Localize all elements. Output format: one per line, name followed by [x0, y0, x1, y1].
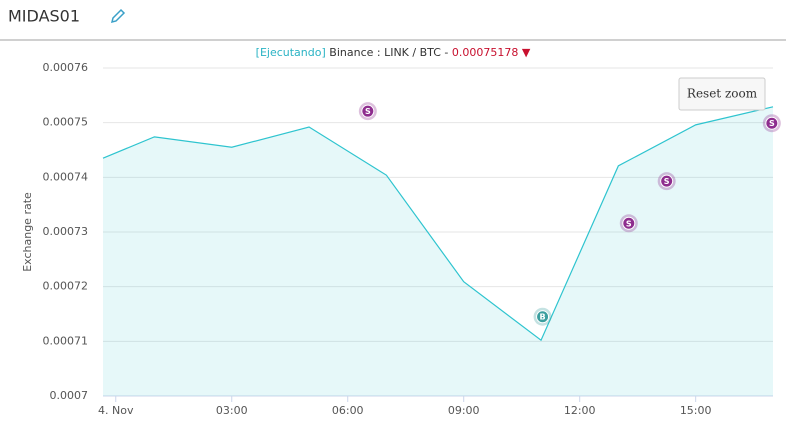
x-tick-label: 15:00	[680, 404, 712, 417]
trend: ▼	[522, 46, 531, 59]
trade-marker: B	[533, 307, 552, 326]
x-tick-label: 09:00	[448, 404, 480, 417]
area-fill	[103, 106, 773, 397]
marker-label: S	[769, 119, 775, 128]
trade-marker: S	[657, 172, 676, 191]
trade-marker: S	[762, 114, 781, 133]
marker-label: S	[626, 219, 632, 228]
reset-zoom-button[interactable]: Reset zoom	[678, 77, 766, 111]
y-tick-label: 0.00071	[43, 334, 89, 347]
trade-marker: S	[358, 102, 377, 121]
y-tick-label: 0.0007	[50, 389, 89, 402]
marker-label: S	[664, 177, 670, 186]
x-tick-label: 12:00	[564, 404, 596, 417]
y-tick-label: 0.00073	[43, 225, 89, 238]
marker-label: S	[365, 107, 371, 116]
marker-dot	[660, 174, 674, 188]
y-tick-label: 0.00076	[43, 61, 89, 74]
rate-line	[102, 106, 774, 342]
x-tick-label: 03:00	[216, 404, 248, 417]
marker-dot	[361, 104, 375, 118]
edit-icon[interactable]	[110, 8, 126, 24]
market: Binance : LINK / BTC -	[329, 46, 452, 59]
reset-zoom-box[interactable]	[678, 77, 766, 111]
status: [Ejecutando]	[256, 46, 326, 59]
x-tick-label: 06:00	[332, 404, 364, 417]
reset-zoom-label[interactable]: Reset zoom	[687, 87, 758, 101]
y-axis-title: Exchange rate	[21, 192, 34, 272]
marker-dot	[622, 216, 636, 230]
marker-dot	[536, 310, 550, 324]
x-tick-label: 4. Nov	[98, 404, 134, 417]
price: 0.00075178	[452, 46, 518, 59]
bot-title: MIDAS01	[8, 7, 80, 26]
trade-marker: S	[619, 214, 638, 233]
y-tick-label: 0.00072	[43, 280, 89, 293]
y-tick-label: 0.00074	[43, 170, 89, 183]
marker-label: B	[540, 313, 546, 322]
y-tick-label: 0.00075	[43, 116, 89, 129]
marker-dot	[765, 116, 779, 130]
chart-subtitle: [Ejecutando] Binance : LINK / BTC - 0.00…	[256, 46, 531, 59]
